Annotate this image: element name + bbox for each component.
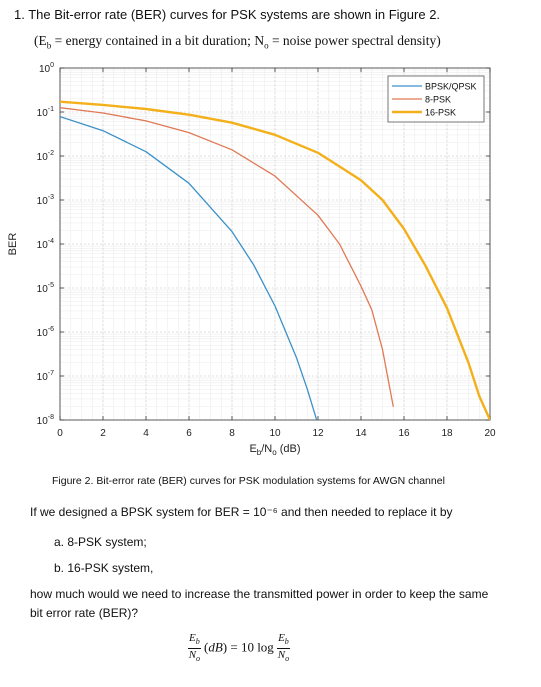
y-tick-label: 10-6 [37,326,54,339]
figure-caption: Figure 2. Bit-error rate (BER) curves fo… [52,475,445,487]
y-tick-label: 10-1 [37,106,54,119]
x-tick-label: 10 [269,428,281,439]
y-tick-label: 10-8 [37,414,54,427]
ber-chart: 0 2 4 6 8 10 12 14 16 18 20 100 10-1 10-2 10-3 10-4 10-5… [7,62,496,457]
x-tick-label: 6 [186,428,192,439]
legend-entry: BPSK/QPSK [425,82,477,92]
item-a: a. 8-PSK system; [54,535,147,549]
legend-entry: 8-PSK [425,95,451,105]
question-prompt: If we designed a BPSK system for BER = 1… [30,505,453,519]
series-line-16-psk [60,100,490,420]
x-tick-label: 18 [441,428,453,439]
question-number: 1. [14,7,25,22]
y-tick-label: 10-4 [37,238,54,251]
x-tick-label: 14 [355,428,367,439]
x-tick-label: 20 [484,428,496,439]
x-tick-label: 16 [398,428,410,439]
x-tick-label: 0 [57,428,63,439]
y-tick-label: 10-7 [37,370,54,383]
series-line-bpsk-qpsk [60,115,318,420]
question-heading: 1. The Bit-error rate (BER) curves for P… [14,7,440,22]
y-tick-label: 10-5 [37,282,54,295]
closing-line-1: how much would we need to increase the t… [30,587,489,601]
y-tick-label: 100 [39,62,54,75]
x-tick-label: 2 [100,428,106,439]
x-tick-label: 4 [143,428,149,439]
x-tick-label: 12 [312,428,324,439]
question-heading-text: The Bit-error rate (BER) curves for PSK … [28,7,441,22]
y-tick-label: 10-2 [37,150,54,163]
legend-entry: 16-PSK [425,108,456,118]
item-b: b. 16-PSK system, [54,561,154,575]
definitions-line: (Eb = energy contained in a bit duration… [34,33,441,51]
x-axis-label: Eb/No (dB) [249,443,300,457]
y-tick-label: 10-3 [37,194,54,207]
closing-line-2: bit error rate (BER)? [30,606,139,620]
formula: Eb No (dB) = 10 log Eb No [188,632,290,664]
series-line-8-psk [60,107,394,407]
y-axis-label: BER [7,233,19,256]
x-tick-label: 8 [229,428,235,439]
